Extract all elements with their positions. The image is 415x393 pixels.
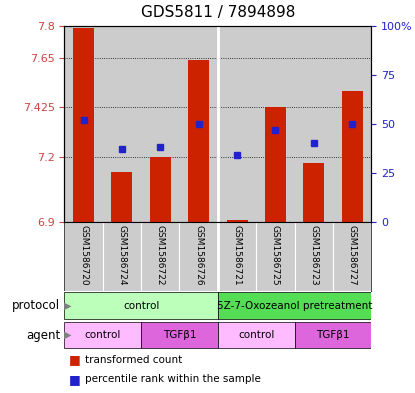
Text: ▶: ▶ xyxy=(63,330,71,340)
Bar xyxy=(64,26,103,222)
Text: GSM1586726: GSM1586726 xyxy=(194,226,203,286)
Text: GSM1586722: GSM1586722 xyxy=(156,226,165,286)
Text: GSM1586720: GSM1586720 xyxy=(79,226,88,286)
Text: GSM1586723: GSM1586723 xyxy=(309,226,318,286)
Bar xyxy=(295,322,371,348)
Bar xyxy=(150,156,171,222)
Text: control: control xyxy=(238,330,274,340)
Bar xyxy=(256,222,295,291)
Text: ■: ■ xyxy=(68,373,80,386)
Text: protocol: protocol xyxy=(12,299,60,312)
Bar xyxy=(303,163,325,222)
Bar xyxy=(64,322,141,348)
Text: percentile rank within the sample: percentile rank within the sample xyxy=(85,374,261,384)
Text: transformed count: transformed count xyxy=(85,354,182,365)
Bar xyxy=(218,222,256,291)
Bar xyxy=(342,91,363,222)
Text: 5Z-7-Oxozeanol pretreatment: 5Z-7-Oxozeanol pretreatment xyxy=(217,301,372,310)
Bar xyxy=(218,26,256,222)
Bar xyxy=(73,28,94,222)
Bar xyxy=(218,292,371,319)
Bar xyxy=(218,322,295,348)
Bar xyxy=(103,26,141,222)
Bar xyxy=(256,26,295,222)
Bar xyxy=(64,292,218,319)
Bar xyxy=(180,26,218,222)
Bar xyxy=(227,220,248,222)
Text: GSM1586725: GSM1586725 xyxy=(271,226,280,286)
Bar xyxy=(111,172,132,222)
Bar xyxy=(64,222,103,291)
Text: GSM1586727: GSM1586727 xyxy=(348,226,357,286)
Bar xyxy=(103,222,141,291)
Bar xyxy=(180,222,218,291)
Text: control: control xyxy=(123,301,159,310)
Bar xyxy=(333,26,371,222)
Bar xyxy=(141,26,180,222)
Text: ■: ■ xyxy=(68,353,80,366)
Text: ▶: ▶ xyxy=(63,301,71,310)
Bar xyxy=(141,322,218,348)
Text: TGFβ1: TGFβ1 xyxy=(316,330,350,340)
Bar xyxy=(333,222,371,291)
Text: TGFβ1: TGFβ1 xyxy=(163,330,196,340)
Bar xyxy=(295,26,333,222)
Bar xyxy=(295,222,333,291)
Text: control: control xyxy=(85,330,121,340)
Bar xyxy=(265,107,286,222)
Text: GSM1586721: GSM1586721 xyxy=(232,226,242,286)
Bar xyxy=(141,222,180,291)
Text: GDS5811 / 7894898: GDS5811 / 7894898 xyxy=(141,5,295,20)
Text: GSM1586724: GSM1586724 xyxy=(117,226,127,286)
Bar xyxy=(188,61,209,222)
Text: agent: agent xyxy=(26,329,60,342)
